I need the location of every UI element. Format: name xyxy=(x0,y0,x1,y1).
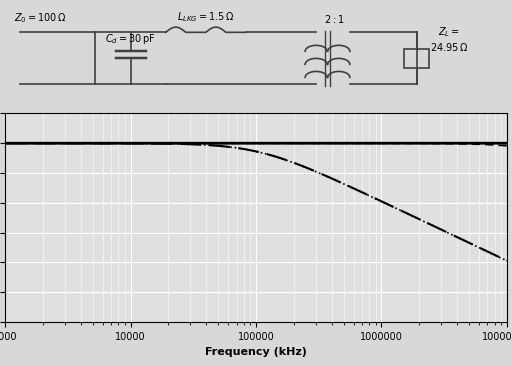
Ideal xyxy=(2,141,8,145)
LLKG xyxy=(504,143,510,148)
Cd & LLKG xyxy=(233,146,239,150)
LLKG xyxy=(397,141,403,146)
Text: $Z_0 = 100\,\Omega$: $Z_0 = 100\,\Omega$ xyxy=(14,12,67,26)
Cd & LLKG xyxy=(489,251,496,256)
Cd & LLKG xyxy=(246,148,252,152)
Line: Cd: Cd xyxy=(5,143,507,261)
Cd xyxy=(28,141,34,145)
Ideal xyxy=(489,141,496,145)
LLKG xyxy=(246,141,252,145)
Cd xyxy=(246,148,252,152)
Text: $C_d = 30\,\mathrm{pF}$: $C_d = 30\,\mathrm{pF}$ xyxy=(105,32,156,46)
Ideal xyxy=(397,141,403,145)
Ideal xyxy=(246,141,252,145)
Cd & LLKG xyxy=(2,141,8,145)
Ideal xyxy=(504,141,510,145)
Line: Cd & LLKG: Cd & LLKG xyxy=(5,143,507,261)
Cd xyxy=(504,259,510,263)
LLKG xyxy=(489,143,496,147)
Line: LLKG: LLKG xyxy=(5,143,507,146)
FancyBboxPatch shape xyxy=(404,49,429,68)
Cd & LLKG xyxy=(504,258,510,263)
Cd xyxy=(489,251,495,256)
Ideal xyxy=(28,141,34,145)
LLKG xyxy=(233,141,239,145)
Cd xyxy=(2,141,8,145)
Text: $Z_L =$
$24.95\,\Omega$: $Z_L =$ $24.95\,\Omega$ xyxy=(430,26,468,53)
Cd xyxy=(489,252,496,256)
Text: $2:1$: $2:1$ xyxy=(324,13,344,25)
LLKG xyxy=(2,141,8,145)
Cd xyxy=(233,146,239,150)
LLKG xyxy=(28,141,34,145)
Ideal xyxy=(233,141,239,145)
Cd & LLKG xyxy=(489,251,495,256)
Text: $L_{LKG} = 1.5\,\Omega$: $L_{LKG} = 1.5\,\Omega$ xyxy=(177,11,234,24)
Cd & LLKG xyxy=(397,208,403,212)
X-axis label: Frequency (kHz): Frequency (kHz) xyxy=(205,347,307,357)
Cd & LLKG xyxy=(28,141,34,145)
Ideal xyxy=(489,141,495,145)
Cd xyxy=(397,208,403,213)
LLKG xyxy=(489,143,495,147)
